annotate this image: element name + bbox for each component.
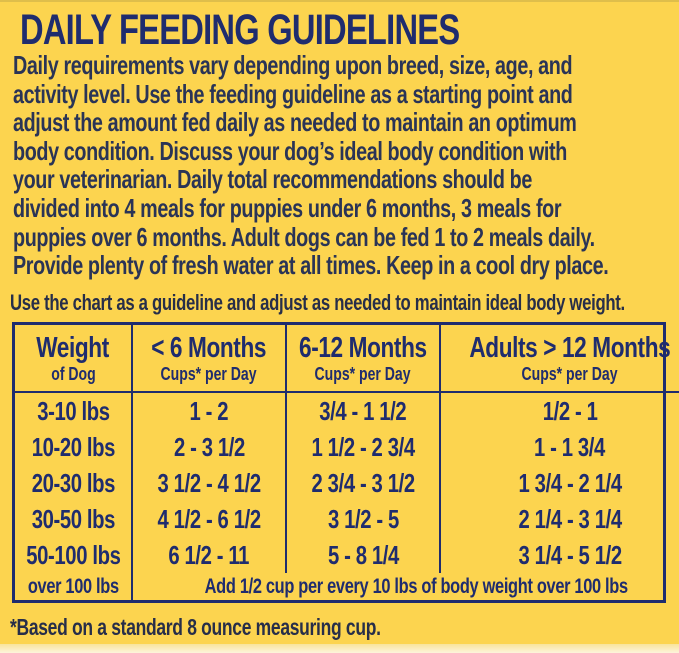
table-cell-6to12: 3 1/2 - 5	[287, 501, 441, 537]
intro-line: adjust the amount fed daily as needed to…	[13, 107, 577, 138]
feeding-table: Weight of Dog < 6 Months Cups* per Day 6…	[12, 322, 679, 603]
table-cell-6to12: 5 - 8 1/4	[287, 537, 441, 573]
table-cell-adult: 1 - 1 3/4	[534, 431, 606, 462]
chart-usage-note: Use the chart as a guideline and adjust …	[10, 290, 625, 315]
table-cell-under6: 6 1/2 - 11	[133, 537, 287, 573]
table-cell-weight: 3-10 lbs	[15, 393, 133, 429]
table-cell-weight: 50-100 lbs	[15, 537, 133, 573]
package-top-edge	[0, 0, 679, 2]
table-cell-6to12: 3/4 - 1 1/2	[287, 393, 441, 429]
measuring-cup-footnote: *Based on a standard 8 ounce measuring c…	[10, 614, 381, 640]
table-cell-adult: 3 1/4 - 5 1/2	[518, 539, 622, 570]
table-cell-weight: 10-20 lbs	[15, 429, 133, 465]
table-cell-under6: 4 1/2 - 6 1/2	[133, 501, 287, 537]
table-cell-under6: 2 - 3 1/2	[133, 429, 287, 465]
intro-line: body condition. Discuss your dog’s ideal…	[13, 135, 567, 166]
table-cell-6to12: 1 1/2 - 2 3/4	[287, 429, 441, 465]
column-header-6-12-months: 6-12 Months Cups* per Day	[287, 325, 441, 393]
table-cell-6to12: 2 3/4 - 3 1/2	[287, 465, 441, 501]
intro-line: Daily requirements vary depending upon b…	[13, 50, 573, 80]
package-bottom-edge	[0, 644, 679, 653]
table-cell-under6: 3 1/2 - 4 1/2	[133, 465, 287, 501]
page-title: DAILY FEEDING GUIDELINES	[20, 6, 598, 55]
intro-paragraph: Daily requirements vary depending upon b…	[13, 51, 679, 280]
table-cell-adult: 1 3/4 - 2 1/4	[518, 467, 622, 498]
intro-line: divided into 4 meals for puppies under 6…	[13, 192, 562, 223]
column-header-weight: Weight of Dog	[15, 325, 133, 393]
column-header-under-6-months: < 6 Months Cups* per Day	[133, 325, 287, 393]
table-cell-adult: 1/2 - 1	[542, 395, 598, 426]
intro-line: puppies over 6 months. Adult dogs can be…	[13, 221, 595, 252]
column-header-adults: Adults > 12 Months Cups* per Day	[441, 325, 679, 393]
table-cell-adult: 2 1/4 - 3 1/4	[518, 503, 622, 534]
page-title-text: DAILY FEEDING GUIDELINES	[20, 6, 460, 54]
table-cell-over-100-lbs: over 100 lbs	[15, 573, 133, 600]
table-cell-weight: 20-30 lbs	[15, 465, 133, 501]
table-cell-weight: 30-50 lbs	[15, 501, 133, 537]
table-cell-under6: 1 - 2	[133, 393, 287, 429]
intro-line: Provide plenty of fresh water at all tim…	[13, 250, 609, 281]
intro-line: activity level. Use the feeding guidelin…	[13, 78, 573, 109]
intro-line: your veterinarian. Daily total recommend…	[13, 164, 532, 195]
table-cell-over-100-note: Add 1/2 cup per every 10 lbs of body wei…	[204, 574, 628, 598]
